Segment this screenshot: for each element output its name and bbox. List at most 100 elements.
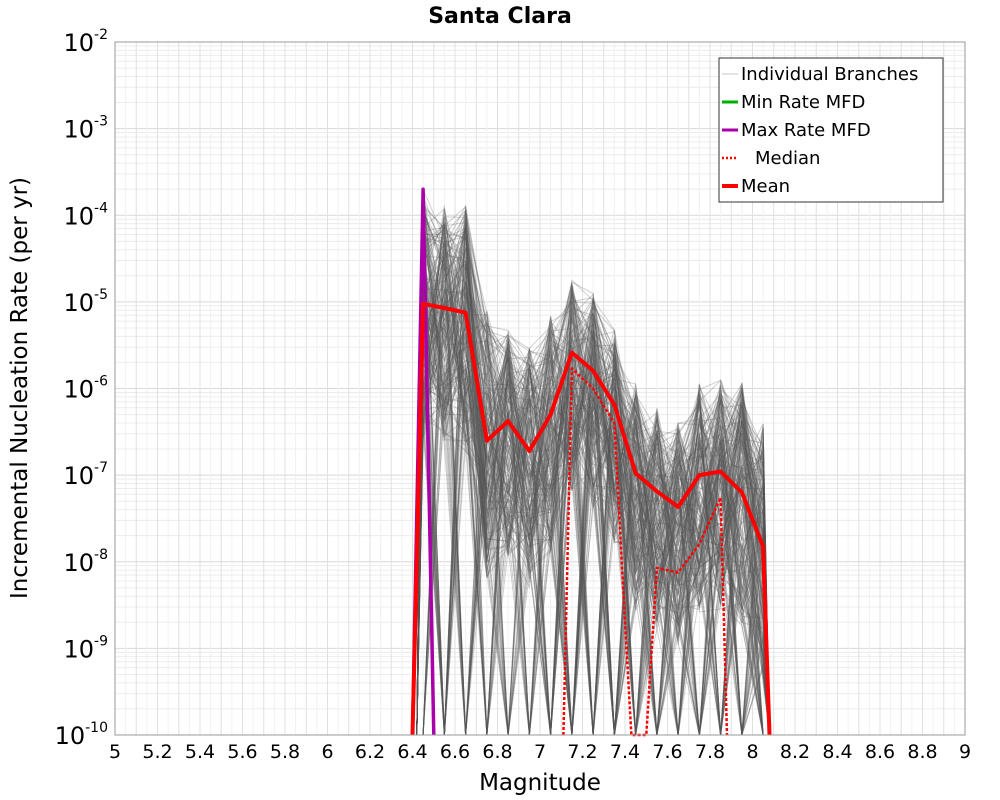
- branch-line: [416, 290, 770, 736]
- branch-line: [416, 307, 770, 736]
- branch-line: [416, 257, 770, 736]
- branch-line: [416, 213, 770, 736]
- branch-line: [416, 252, 770, 736]
- branch-line: [416, 212, 770, 736]
- branch-line: [416, 346, 770, 736]
- branch-line: [416, 234, 770, 736]
- branch-line: [416, 246, 770, 736]
- branch-line: [416, 233, 770, 736]
- y-tick-label: 10-6: [63, 374, 108, 404]
- y-tick-label: 10-5: [63, 287, 108, 317]
- branch-line: [416, 288, 770, 736]
- branch-line: [416, 322, 770, 736]
- legend-label: Max Rate MFD: [741, 120, 871, 141]
- legend-box: [718, 57, 944, 203]
- branch-line: [416, 203, 770, 736]
- branch-line: [416, 299, 770, 736]
- branch-line: [416, 281, 770, 736]
- branch-line: [416, 235, 770, 736]
- branch-line: [416, 306, 770, 736]
- branch-line: [416, 322, 770, 736]
- plot-frame: [114, 41, 966, 736]
- chart-title: Santa Clara: [428, 4, 572, 29]
- branch-line: [416, 305, 770, 736]
- branch-line: [416, 210, 770, 736]
- branch-line: [416, 211, 770, 736]
- legend-label: Individual Branches: [741, 64, 918, 85]
- x-tick-label: 8.8: [907, 741, 937, 763]
- branch-line: [416, 247, 770, 736]
- branch-line: [416, 284, 770, 736]
- branch-line: [416, 209, 770, 736]
- branch-line: [416, 284, 770, 736]
- branch-line: [416, 270, 770, 736]
- branch-line: [416, 254, 770, 736]
- branch-line: [416, 222, 770, 736]
- branch-line: [416, 228, 770, 736]
- branch-line: [416, 244, 770, 736]
- branch-line: [416, 232, 770, 736]
- branch-line: [416, 351, 770, 736]
- branch-line: [416, 332, 770, 736]
- branch-line: [416, 252, 770, 736]
- branch-line: [416, 195, 770, 736]
- x-tick-label: 6: [321, 741, 333, 763]
- branch-line: [416, 204, 770, 736]
- branch-line: [416, 280, 770, 736]
- grid: [114, 42, 966, 736]
- branch-line: [416, 243, 770, 736]
- branch-line: [416, 343, 770, 736]
- branch-line: [416, 235, 770, 736]
- branch-line: [416, 191, 770, 736]
- branch-line: [416, 368, 770, 736]
- x-tick-label: 9: [959, 741, 971, 763]
- branch-line: [416, 255, 770, 736]
- x-tick-label: 8.2: [780, 741, 810, 763]
- branch-line: [416, 290, 770, 736]
- branch-line: [416, 259, 770, 736]
- x-tick-label: 6.4: [397, 741, 427, 763]
- x-tick-label: 7.4: [610, 741, 640, 763]
- x-tick-label: 8.6: [865, 741, 895, 763]
- branch-line: [416, 211, 770, 736]
- branch-line: [416, 260, 770, 736]
- branch-line: [416, 310, 770, 736]
- branch-line: [416, 300, 770, 736]
- x-tick-label: 6.2: [355, 741, 385, 763]
- x-tick-label: 7.2: [567, 741, 597, 763]
- branch-line: [416, 213, 770, 736]
- branch-line: [416, 295, 770, 736]
- branch-line: [416, 217, 770, 736]
- branch-line: [416, 228, 770, 736]
- branch-line: [416, 216, 770, 736]
- branch-line: [416, 296, 770, 736]
- y-tick-label: 10-8: [63, 547, 108, 577]
- branch-line: [416, 275, 770, 736]
- branch-line: [416, 255, 770, 736]
- branch-line: [416, 262, 770, 736]
- branch-line: [416, 223, 770, 736]
- branch-line: [416, 232, 770, 736]
- x-tick-label: 7.8: [695, 741, 725, 763]
- branch-line: [416, 191, 770, 736]
- x-tick-label: 5.6: [227, 741, 257, 763]
- branch-line: [416, 267, 770, 736]
- branch-line: [416, 325, 770, 736]
- branch-line: [416, 265, 770, 736]
- x-tick-label: 7.6: [652, 741, 682, 763]
- branch-line: [416, 281, 770, 736]
- y-tick-label: 10-3: [63, 114, 108, 144]
- x-axis-label: Magnitude: [479, 770, 601, 796]
- branch-line: [416, 194, 770, 736]
- branch-line: [416, 211, 770, 736]
- branch-line: [416, 226, 770, 736]
- branch-line: [416, 272, 770, 736]
- y-tick-label: 10-2: [63, 27, 108, 57]
- x-tick-label: 5: [109, 741, 121, 763]
- branch-line: [416, 245, 770, 736]
- y-tick-label: 10-9: [63, 633, 108, 663]
- x-tick-label: 8.4: [822, 741, 852, 763]
- x-tick-label: 5.2: [142, 741, 172, 763]
- branch-line: [416, 234, 770, 736]
- legend-label: Mean: [741, 176, 790, 197]
